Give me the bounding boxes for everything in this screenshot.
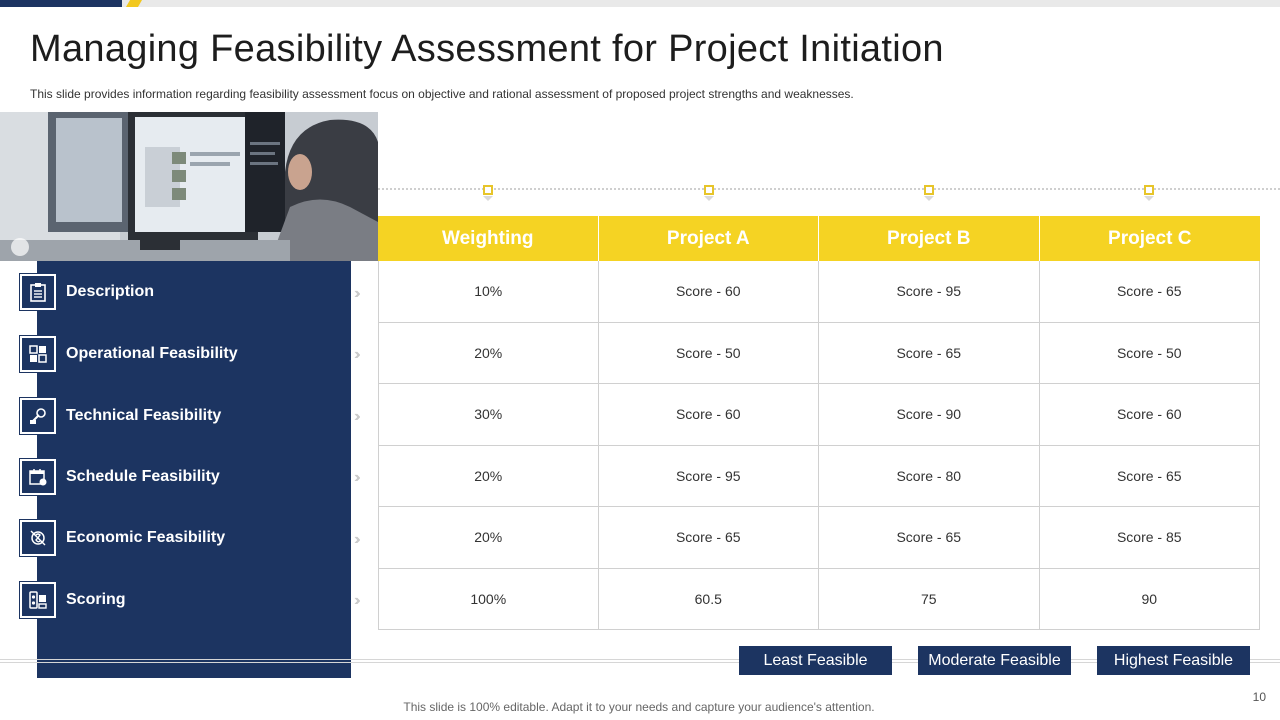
table-cell: Score - 65: [819, 507, 1040, 568]
chevron-right-icon: ››: [354, 592, 361, 609]
page-number: 10: [1252, 690, 1266, 704]
table-cell: 20%: [378, 322, 599, 383]
chevron-right-icon: ››: [354, 285, 361, 302]
table-cell: Score - 50: [599, 322, 819, 383]
table-cell: Score - 90: [819, 384, 1040, 445]
legend-least-feasible: Least Feasible: [739, 646, 892, 675]
feasibility-table: Weighting Project A Project B Project C …: [378, 216, 1260, 630]
column-marker-tip: [704, 196, 714, 201]
calendar-icon: [20, 459, 56, 495]
slide-subtitle: This slide provides information regardin…: [30, 87, 854, 101]
table-row: 20% Score - 50 Score - 65 Score - 50: [378, 322, 1260, 384]
table-cell: Score - 80: [819, 445, 1040, 506]
table-cell: Score - 65: [599, 507, 819, 568]
legend-highest-feasible: Highest Feasible: [1097, 646, 1250, 675]
column-marker: [1144, 185, 1154, 195]
table-cell: 75: [819, 568, 1040, 629]
criteria-row-economic: Economic Feasibility: [20, 520, 225, 556]
table-cell: 90: [1040, 568, 1260, 629]
header-weighting: Weighting: [378, 216, 599, 261]
chevron-right-icon: ››: [354, 531, 361, 548]
table-cell: Score - 65: [1040, 445, 1260, 506]
chevron-right-icon: ››: [354, 408, 361, 425]
table-row: 20% Score - 65 Score - 65 Score - 85: [378, 507, 1260, 569]
top-accent-navy: [0, 0, 122, 7]
tools-icon: [20, 398, 56, 434]
criteria-row-schedule: Schedule Feasibility: [20, 459, 220, 495]
criteria-label: Description: [66, 283, 155, 300]
column-marker-tip: [924, 196, 934, 201]
column-marker: [483, 185, 493, 195]
slide-title: Managing Feasibility Assessment for Proj…: [30, 28, 944, 70]
header-project-a: Project A: [599, 216, 819, 261]
criteria-label: Schedule Feasibility: [66, 468, 220, 485]
scoring-icon: [20, 582, 56, 618]
criteria-label: Technical Feasibility: [66, 407, 222, 424]
office-photo-illustration: [0, 112, 378, 261]
criteria-row-scoring: Scoring: [20, 582, 126, 618]
criteria-label: Scoring: [66, 591, 126, 608]
criteria-row-operational: Operational Feasibility: [20, 336, 238, 372]
table-cell: 30%: [378, 384, 599, 445]
criteria-row-description: Description: [20, 274, 154, 310]
top-accent-bar: [0, 0, 1280, 7]
column-marker: [704, 185, 714, 195]
table-cell: 60.5: [599, 568, 819, 629]
chevron-right-icon: ››: [354, 469, 361, 486]
table-cell: 10%: [378, 261, 599, 322]
table-row: 30% Score - 60 Score - 90 Score - 60: [378, 384, 1260, 446]
top-accent-gold: [125, 0, 143, 7]
column-marker-tip: [483, 196, 493, 201]
footer-note: This slide is 100% editable. Adapt it to…: [403, 700, 875, 714]
table-cell: Score - 60: [1040, 384, 1260, 445]
table-cell: 20%: [378, 507, 599, 568]
legend-moderate-feasible: Moderate Feasible: [918, 646, 1071, 675]
table-row: 100% 60.5 75 90: [378, 568, 1260, 630]
table-cell: Score - 95: [599, 445, 819, 506]
table-cell: Score - 65: [819, 322, 1040, 383]
header-project-b: Project B: [819, 216, 1040, 261]
table-cell: Score - 95: [819, 261, 1040, 322]
table-cell: Score - 85: [1040, 507, 1260, 568]
criteria-panel: [37, 261, 351, 678]
criteria-label: Operational Feasibility: [66, 345, 238, 362]
clipboard-icon: [20, 274, 56, 310]
table-cell: 100%: [378, 568, 599, 629]
table-cell: Score - 65: [1040, 261, 1260, 322]
column-marker: [924, 185, 934, 195]
table-cell: 20%: [378, 445, 599, 506]
money-icon: [20, 520, 56, 556]
table-row: 20% Score - 95 Score - 80 Score - 65: [378, 445, 1260, 507]
table-cell: Score - 60: [599, 384, 819, 445]
header-project-c: Project C: [1108, 227, 1192, 249]
criteria-label: Economic Feasibility: [66, 529, 226, 546]
operations-icon: [20, 336, 56, 372]
table-row: 10% Score - 60 Score - 95 Score - 65: [378, 261, 1260, 323]
table-cell: Score - 50: [1040, 322, 1260, 383]
chevron-right-icon: ››: [354, 346, 361, 363]
header-dotted-line: [378, 188, 1280, 190]
column-marker-tip: [1144, 196, 1154, 201]
table-header: Weighting Project A Project B Project C: [378, 216, 1260, 261]
bottom-divider: [0, 659, 1280, 663]
office-photo: [0, 112, 378, 261]
criteria-row-technical: Technical Feasibility: [20, 398, 221, 434]
table-cell: Score - 60: [599, 261, 819, 322]
